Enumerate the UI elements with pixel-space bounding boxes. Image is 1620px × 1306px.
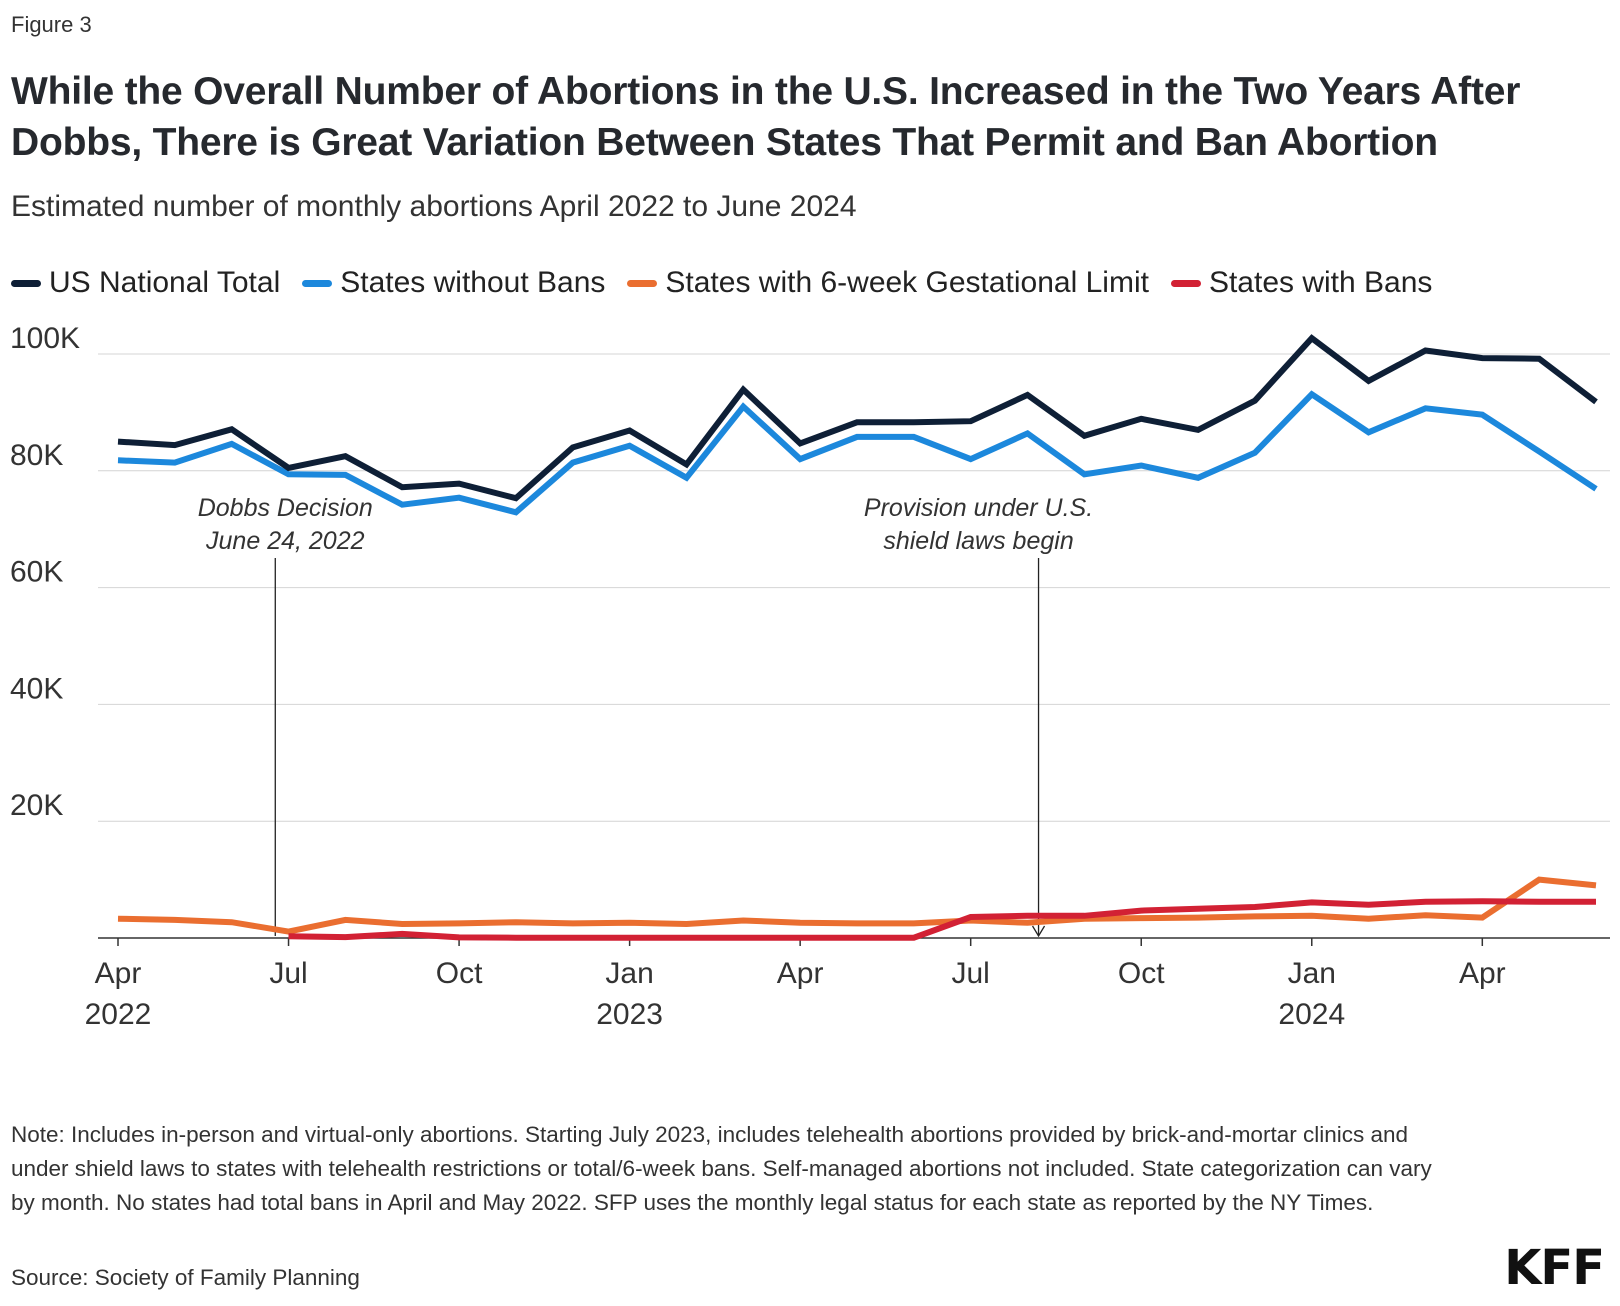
- series-line-states-without-bans: [117, 390, 1598, 516]
- annotation-text-1-1: shield laws begin: [883, 527, 1073, 555]
- x-tick-label-2022-10: Oct: [436, 957, 483, 990]
- legend-label-us-total: US National Total: [49, 266, 281, 299]
- legend: US National Total States without Bans St…: [11, 266, 1432, 300]
- y-tick-label-60k: 60K: [10, 556, 63, 589]
- x-tick-label-2023-07: Jul: [952, 957, 990, 990]
- x-tick-label-2024-01: Jan: [1288, 957, 1336, 990]
- y-tick-label-100k: 100K: [10, 322, 80, 355]
- x-tick-year-2023: 2023: [596, 998, 663, 1031]
- legend-swatch-6-week: [627, 279, 658, 287]
- x-tick-label-2023-10: Oct: [1118, 957, 1165, 990]
- chart-title: While the Overall Number of Abortions in…: [11, 70, 1521, 164]
- x-tick-label-2023-01: Jan: [605, 957, 653, 990]
- x-tick-label-2023-04: Apr: [777, 957, 824, 990]
- y-tick-label-40k: 40K: [10, 672, 63, 705]
- chart-subtitle: Estimated number of monthly abortions Ap…: [11, 190, 857, 223]
- legend-label-with-bans: States with Bans: [1208, 266, 1433, 299]
- annotation-text-1-0: Provision under U.S.: [864, 494, 1093, 522]
- figure-label: Figure 3: [11, 12, 92, 37]
- series-line-states-with-6-week-gestational-limit: [117, 876, 1597, 935]
- annotation-arrowhead-1: [1031, 925, 1046, 938]
- legend-item-6-week: States with 6-week Gestational Limit: [627, 266, 1149, 300]
- legend-label-6-week: States with 6-week Gestational Limit: [665, 266, 1149, 299]
- legend-swatch-with-bans: [1170, 279, 1201, 287]
- x-tick-label-2022-04: Apr: [95, 957, 142, 990]
- annotation-text-0-1: June 24, 2022: [205, 527, 365, 555]
- legend-item-with-bans: States with Bans: [1170, 266, 1433, 300]
- legend-item-without-bans: States without Bans: [302, 266, 605, 300]
- x-tick-label-2024-04: Apr: [1459, 957, 1506, 990]
- series-line-states-with-bans: [288, 898, 1596, 941]
- y-tick-label-20k: 20K: [10, 789, 63, 822]
- annotation-text-0-0: Dobbs Decision: [198, 494, 373, 522]
- series-line-us-national-total: [117, 334, 1598, 502]
- legend-swatch-us-total: [11, 279, 41, 287]
- chart-source: Source: Society of Family Planning: [11, 1265, 360, 1290]
- x-tick-year-2022: 2022: [85, 998, 152, 1031]
- kff-logo: KFF: [1504, 1240, 1605, 1296]
- x-tick-label-2022-07: Jul: [269, 957, 307, 990]
- line-chart: 20K 40K 60K 80K 100K Apr 2022 Jul Oct Jan 2023 Apr J…: [10, 322, 1610, 1031]
- x-tick-year-2024: 2024: [1278, 998, 1345, 1031]
- legend-label-without-bans: States without Bans: [340, 266, 606, 299]
- chart-note: Note: Includes in-person and virtual-onl…: [11, 1122, 1432, 1215]
- legend-item-us-total: US National Total: [11, 266, 280, 300]
- legend-swatch-without-bans: [302, 279, 333, 287]
- y-tick-label-80k: 80K: [10, 439, 63, 472]
